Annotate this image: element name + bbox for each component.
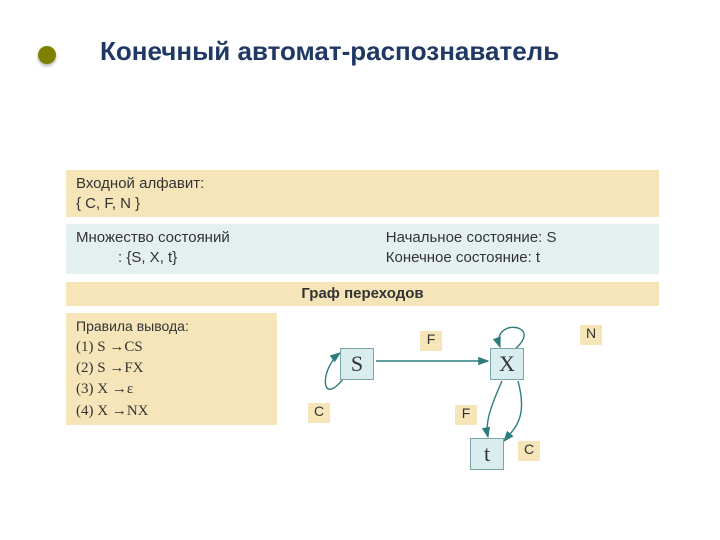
initial-state: Начальное состояние: S [386,228,649,248]
states-box: Множество состояний : {S, X, t} Начально… [66,224,659,274]
node-x: X [490,348,524,380]
title-bullet [38,46,56,64]
states-set-label: Множество состояний [76,228,386,248]
edge-label-f1: F [420,331,442,351]
rule-1: (1) S →CS [76,337,267,357]
slide-title: Конечный автомат-распознаватель [100,36,559,67]
edge-label-c2: C [518,441,540,461]
states-set-value: : {S, X, t} [76,248,386,268]
alphabet-box: Входной алфавит: { C, F, N } [66,170,659,217]
node-s: S [340,348,374,380]
rules-box: Правила вывода: (1) S →CS (2) S →FX (3) … [66,313,277,425]
graph-area: S X t C F N F C [290,313,660,493]
states-info-col: Начальное состояние: S Конечное состояни… [386,228,649,270]
edge-label-c: C [308,403,330,423]
alphabet-label: Входной алфавит: [76,174,649,194]
rule-2: (2) S →FX [76,358,267,378]
edge-label-f2: F [455,405,477,425]
node-t: t [470,438,504,470]
alphabet-value: { C, F, N } [76,194,649,214]
rules-header: Правила вывода: [76,317,267,336]
final-state: Конечное состояние: t [386,248,649,268]
rule-3: (3) X →ε [76,379,267,399]
edge-label-n: N [580,325,602,345]
rule-4: (4) X →NX [76,401,267,421]
graph-header: Граф переходов [66,282,659,306]
states-set-col: Множество состояний : {S, X, t} [76,228,386,270]
